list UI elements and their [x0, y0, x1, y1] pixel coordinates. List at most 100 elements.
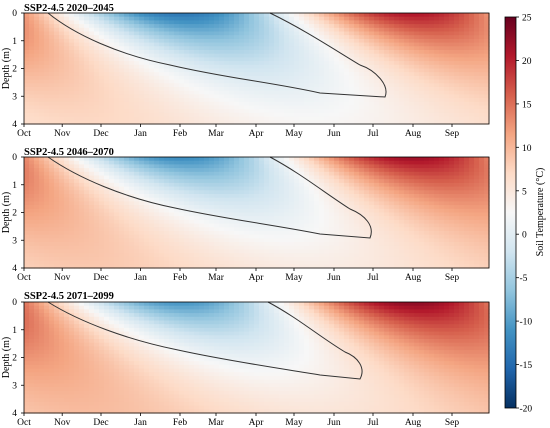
heatmap-cell	[209, 50, 215, 55]
heatmap-cell	[434, 79, 440, 84]
heatmap-cell	[459, 190, 465, 195]
heatmap-cell	[219, 27, 225, 33]
heatmap-cell	[214, 75, 220, 81]
heatmap-cell	[374, 90, 380, 95]
heatmap-cell	[29, 197, 35, 202]
heatmap-cell	[459, 179, 465, 184]
heatmap-cell	[364, 208, 370, 214]
heatmap-cell	[219, 61, 225, 66]
heatmap-cell	[309, 87, 315, 92]
heatmap-cell	[284, 238, 290, 243]
heatmap-cell	[144, 98, 150, 103]
heatmap-cell	[184, 190, 190, 195]
heatmap-cell	[64, 194, 70, 199]
heatmap-cell	[64, 219, 70, 225]
heatmap-cell	[234, 201, 240, 206]
heatmap-cell	[214, 38, 220, 44]
heatmap-cell	[364, 112, 370, 118]
heatmap-cell	[244, 231, 250, 236]
heatmap-cell	[414, 190, 420, 195]
heatmap-cell	[344, 94, 350, 99]
heatmap-cell	[394, 61, 400, 66]
heatmap-cell	[394, 31, 400, 36]
heatmap-cell	[84, 231, 90, 236]
heatmap-cell	[334, 201, 340, 206]
heatmap-cell	[169, 190, 175, 195]
heatmap-cell	[124, 175, 130, 180]
heatmap-cell	[219, 57, 225, 62]
heatmap-cell	[339, 223, 345, 228]
heatmap-cell	[104, 175, 110, 180]
heatmap-cell	[224, 16, 230, 21]
heatmap-cell	[219, 168, 225, 173]
heatmap-cell	[209, 68, 215, 73]
heatmap-cell	[344, 42, 350, 47]
heatmap-cell	[149, 87, 155, 92]
heatmap-cell	[114, 160, 120, 165]
heatmap-cell	[249, 87, 255, 92]
heatmap-cell	[394, 35, 400, 40]
heatmap-cell	[49, 16, 55, 21]
heatmap-cell	[424, 16, 430, 21]
heatmap-cell	[54, 120, 60, 125]
heatmap-cell	[329, 79, 335, 84]
heatmap-cell	[79, 20, 85, 25]
heatmap-cell	[149, 38, 155, 44]
heatmap-cell	[39, 190, 45, 195]
heatmap-cell	[139, 186, 145, 191]
heatmap-cell	[109, 219, 115, 225]
heatmap-cell	[124, 164, 130, 169]
heatmap-cell	[134, 194, 140, 199]
heatmap-cell	[199, 197, 205, 202]
heatmap-cell	[354, 109, 360, 114]
heatmap-cell	[114, 179, 120, 184]
heatmap-cell	[29, 94, 35, 99]
heatmap-cell	[244, 64, 250, 70]
heatmap-cell	[399, 175, 405, 180]
heatmap-cell	[109, 27, 115, 33]
heatmap-cell	[79, 186, 85, 191]
heatmap-cell	[274, 116, 280, 121]
heatmap-cell	[134, 223, 140, 228]
heatmap-cell	[484, 212, 490, 217]
heatmap-cell	[339, 24, 345, 29]
heatmap-cell	[359, 168, 365, 173]
heatmap-cell	[129, 75, 135, 81]
heatmap-cell	[254, 238, 260, 243]
heatmap-cell	[464, 168, 470, 173]
heatmap-cell	[234, 20, 240, 25]
heatmap-cell	[449, 194, 455, 199]
heatmap-cell	[44, 46, 50, 51]
heatmap-cell	[309, 35, 315, 40]
heatmap-cell	[304, 164, 310, 169]
heatmap-cell	[374, 116, 380, 121]
heatmap-cell	[314, 20, 320, 25]
heatmap-cell	[459, 205, 465, 210]
heatmap-cell	[364, 105, 370, 110]
heatmap-cell	[289, 194, 295, 199]
heatmap-cell	[334, 205, 340, 210]
heatmap-cell	[154, 75, 160, 81]
heatmap-cell	[34, 64, 40, 70]
heatmap-cell	[69, 231, 75, 236]
heatmap-cell	[94, 197, 100, 202]
heatmap-cell	[144, 90, 150, 95]
heatmap-cell	[414, 98, 420, 103]
heatmap-cell	[264, 79, 270, 84]
heatmap-cell	[264, 75, 270, 81]
heatmap-cell	[444, 182, 450, 188]
heatmap-cell	[69, 190, 75, 195]
heatmap-cell	[64, 79, 70, 84]
heatmap-cell	[299, 168, 305, 173]
heatmap-cell	[379, 13, 385, 18]
heatmap-cell	[299, 171, 305, 177]
heatmap-cell	[44, 90, 50, 95]
heatmap-cell	[134, 182, 140, 188]
heatmap-cell	[364, 61, 370, 66]
heatmap-cell	[254, 168, 260, 173]
heatmap-cell	[334, 216, 340, 221]
heatmap-cell	[169, 57, 175, 62]
heatmap-cell	[89, 175, 95, 180]
heatmap-cell	[169, 38, 175, 44]
x-tick-jul: Jul	[367, 129, 378, 139]
